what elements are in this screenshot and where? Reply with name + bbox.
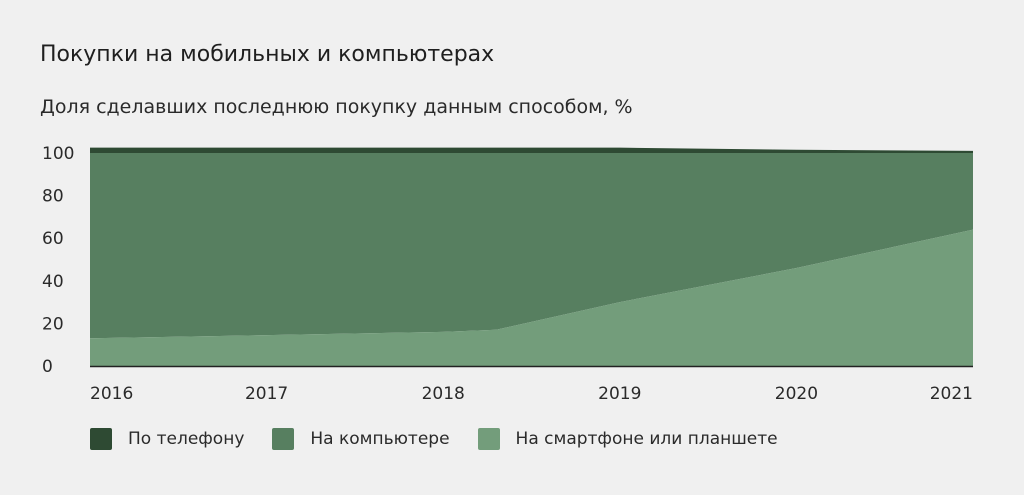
legend-item-phone: По телефону	[90, 428, 244, 450]
legend: По телефону На компьютере На смартфоне и…	[90, 428, 806, 450]
legend-swatch-smartphone	[477, 428, 500, 450]
y-tick-label: 80	[42, 187, 64, 207]
area-chart: 0 20 40 60 80 100 2016 2017 2018 2019 2020 2021	[42, 144, 973, 404]
legend-swatch-phone	[90, 428, 112, 450]
y-tick-label: 20	[42, 314, 64, 334]
area-smartphone	[90, 229, 973, 366]
area-computer	[90, 153, 973, 339]
legend-swatch-computer	[272, 428, 295, 450]
x-tick-label: 2020	[775, 384, 818, 404]
y-tick-label: 60	[42, 229, 64, 249]
x-tick-label: 2016	[90, 384, 133, 404]
x-axis-ticks: 2016 2017 2018 2019 2020 2021	[90, 384, 973, 404]
y-tick-label: 40	[42, 272, 64, 292]
y-axis-ticks: 0 20 40 60 80 100	[42, 144, 74, 377]
chart-title: Покупки на мобильных и компьютерах	[40, 42, 495, 67]
y-tick-label: 100	[42, 144, 74, 164]
x-tick-label: 2019	[598, 384, 641, 404]
x-tick-label: 2021	[930, 384, 973, 404]
legend-item-computer: На компьютере	[272, 428, 450, 450]
legend-item-smartphone: На смартфоне или планшете	[477, 428, 778, 450]
area-phone	[90, 147, 973, 153]
y-tick-label: 0	[42, 357, 53, 377]
chart-subtitle: Доля сделавших последнюю покупку данным …	[40, 96, 633, 118]
x-tick-label: 2017	[245, 384, 288, 404]
chart-areas	[90, 147, 973, 366]
legend-label-phone: По телефону	[128, 429, 245, 449]
legend-label-computer: На компьютере	[310, 429, 450, 449]
legend-label-smartphone: На смартфоне или планшете	[515, 429, 778, 449]
x-tick-label: 2018	[422, 384, 465, 404]
